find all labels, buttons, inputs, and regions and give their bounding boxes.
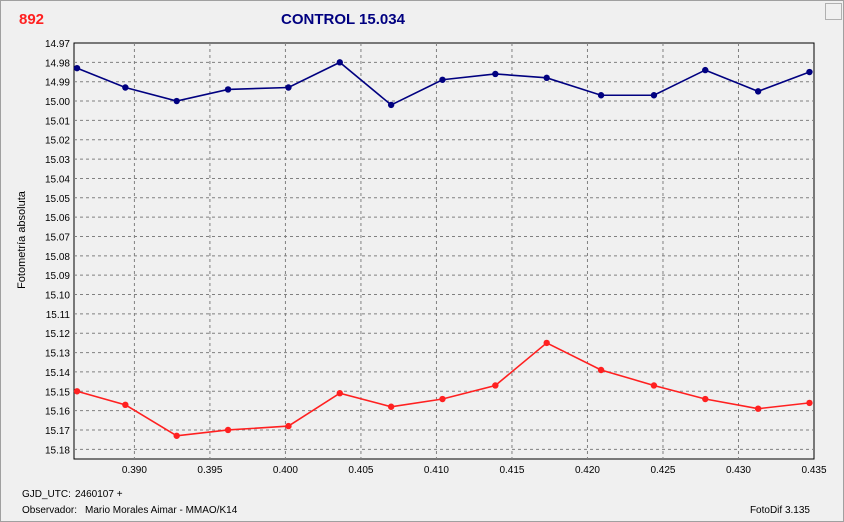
y-tick-label: 15.09 bbox=[45, 271, 70, 282]
series-0-point bbox=[650, 92, 658, 99]
series-0-point bbox=[122, 84, 129, 91]
y-tick-label: 15.14 bbox=[45, 368, 70, 379]
series-0-point bbox=[173, 97, 180, 105]
series-0-point bbox=[336, 59, 343, 66]
y-tick-label: 15.15 bbox=[45, 387, 70, 398]
series-0-point bbox=[73, 64, 81, 72]
chart-title: CONTROL 15.034 bbox=[281, 11, 405, 28]
series-1-point bbox=[336, 390, 343, 397]
y-tick-label: 15.10 bbox=[45, 291, 70, 302]
x-tick-label: 0.405 bbox=[348, 465, 373, 476]
series-0-point bbox=[224, 86, 232, 93]
observer-label: Observador: bbox=[22, 505, 78, 516]
series-1-point bbox=[543, 339, 550, 347]
series-1-point bbox=[173, 432, 180, 439]
y-tick-label: 15.17 bbox=[45, 426, 70, 437]
series-1-point bbox=[492, 382, 499, 389]
series-0-point bbox=[754, 88, 762, 95]
x-tick-label: 0.400 bbox=[273, 465, 298, 476]
y-tick-label: 15.05 bbox=[45, 194, 70, 205]
y-tick-label: 15.03 bbox=[45, 155, 70, 166]
y-tick-label: 15.08 bbox=[45, 252, 70, 263]
series-1-point bbox=[285, 422, 292, 430]
series-0-point bbox=[806, 68, 813, 76]
software-version: FotoDif 3.135 bbox=[749, 505, 810, 516]
object-id: 892 bbox=[19, 11, 45, 28]
series-1-point bbox=[387, 403, 395, 410]
y-tick-label: 14.99 bbox=[45, 78, 70, 89]
series-1-point bbox=[806, 399, 813, 407]
series-0-point bbox=[597, 92, 605, 99]
series-1-point bbox=[597, 366, 605, 374]
y-tick-label: 15.18 bbox=[45, 445, 70, 456]
x-tick-label: 0.420 bbox=[575, 465, 600, 476]
series-1-point bbox=[224, 426, 232, 434]
series-0-point bbox=[285, 84, 292, 91]
x-tick-label: 0.390 bbox=[122, 465, 147, 476]
gjd-value: 2460107 + bbox=[75, 489, 123, 500]
y-tick-label: 15.12 bbox=[45, 329, 70, 340]
y-tick-label: 15.13 bbox=[45, 349, 70, 360]
series-1-point bbox=[702, 395, 709, 403]
observer-value: Mario Morales Aimar - MMAO/K14 bbox=[85, 505, 238, 516]
x-tick-label: 0.410 bbox=[424, 465, 449, 476]
series-1-point bbox=[439, 395, 446, 403]
y-tick-label: 14.98 bbox=[45, 58, 70, 69]
series-0-point bbox=[702, 66, 709, 74]
series-0-point bbox=[492, 70, 499, 78]
series-0-point bbox=[439, 76, 446, 83]
x-tick-label: 0.395 bbox=[197, 465, 222, 476]
series-0-point bbox=[387, 101, 395, 109]
series-0-point bbox=[543, 74, 550, 82]
y-axis-label: Fotometría absoluta bbox=[16, 191, 28, 289]
x-tick-label: 0.435 bbox=[801, 465, 826, 476]
y-tick-label: 15.00 bbox=[45, 97, 70, 108]
y-tick-label: 15.07 bbox=[45, 232, 70, 243]
series-1-point bbox=[122, 401, 129, 409]
window-resize-handle[interactable] bbox=[825, 3, 842, 20]
y-tick-label: 15.01 bbox=[45, 116, 70, 127]
y-tick-label: 15.06 bbox=[45, 213, 70, 224]
gjd-label: GJD_UTC: bbox=[22, 489, 71, 500]
y-tick-label: 15.16 bbox=[45, 407, 70, 418]
x-tick-label: 0.415 bbox=[499, 465, 524, 476]
y-tick-label: 15.11 bbox=[46, 310, 71, 321]
x-tick-label: 0.430 bbox=[726, 465, 751, 476]
plot-area bbox=[73, 42, 815, 460]
y-tick-label: 14.97 bbox=[45, 39, 70, 50]
x-tick-label: 0.425 bbox=[650, 465, 675, 476]
y-tick-label: 15.02 bbox=[45, 136, 70, 147]
series-1-point bbox=[73, 388, 81, 395]
series-1-point bbox=[650, 382, 658, 389]
y-tick-label: 15.04 bbox=[45, 174, 70, 185]
series-1-point bbox=[754, 405, 762, 412]
